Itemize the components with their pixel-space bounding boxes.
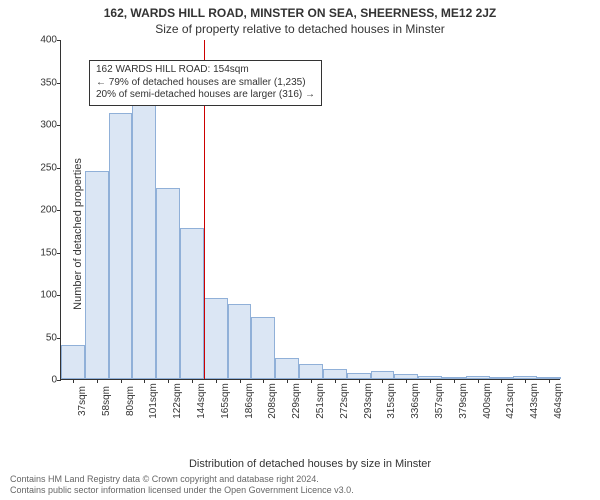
page-title: 162, WARDS HILL ROAD, MINSTER ON SEA, SH… xyxy=(0,0,600,20)
x-tick-mark xyxy=(97,379,98,383)
y-tick-mark xyxy=(57,210,61,211)
y-tick-mark xyxy=(57,380,61,381)
bar xyxy=(132,93,156,379)
x-tick-label: 272sqm xyxy=(335,383,350,419)
annotation-line: 20% of semi-detached houses are larger (… xyxy=(96,89,315,102)
annotation-line: ← 79% of detached houses are smaller (1,… xyxy=(96,77,315,90)
x-tick-label: 80sqm xyxy=(121,386,136,416)
x-tick-mark xyxy=(121,379,122,383)
y-tick-mark xyxy=(57,40,61,41)
x-tick-label: 208sqm xyxy=(263,383,278,419)
x-tick-label: 229sqm xyxy=(287,383,302,419)
x-tick-label: 122sqm xyxy=(168,383,183,419)
x-tick-label: 379sqm xyxy=(454,383,469,419)
x-tick-label: 186sqm xyxy=(240,383,255,419)
bar xyxy=(85,171,109,379)
x-tick-label: 251sqm xyxy=(311,383,326,419)
bar xyxy=(109,113,133,379)
x-tick-label: 37sqm xyxy=(73,386,88,416)
bar xyxy=(275,358,299,379)
bar xyxy=(299,364,323,379)
x-tick-label: 165sqm xyxy=(216,383,231,419)
x-tick-label: 443sqm xyxy=(525,383,540,419)
bar xyxy=(180,228,204,379)
bar xyxy=(251,317,275,379)
footer-line2: Contains public sector information licen… xyxy=(10,485,354,496)
bar xyxy=(323,369,347,379)
x-tick-label: 400sqm xyxy=(478,383,493,419)
footer: Contains HM Land Registry data © Crown c… xyxy=(10,474,354,496)
x-tick-label: 421sqm xyxy=(501,383,516,419)
page: 162, WARDS HILL ROAD, MINSTER ON SEA, SH… xyxy=(0,0,600,500)
annotation-box: 162 WARDS HILL ROAD: 154sqm← 79% of deta… xyxy=(89,60,322,106)
x-tick-label: 58sqm xyxy=(97,386,112,416)
y-tick-mark xyxy=(57,295,61,296)
x-tick-label: 101sqm xyxy=(144,383,159,419)
x-tick-label: 144sqm xyxy=(192,383,207,419)
annotation-line: 162 WARDS HILL ROAD: 154sqm xyxy=(96,64,315,77)
x-axis-label: Distribution of detached houses by size … xyxy=(46,458,574,470)
plot-area: 05010015020025030035040037sqm58sqm80sqm1… xyxy=(60,40,560,380)
x-tick-label: 293sqm xyxy=(359,383,374,419)
x-tick-label: 357sqm xyxy=(430,383,445,419)
bar xyxy=(228,304,252,379)
bar xyxy=(204,298,228,379)
page-subtitle: Size of property relative to detached ho… xyxy=(0,20,600,36)
y-tick-mark xyxy=(57,125,61,126)
x-tick-label: 336sqm xyxy=(406,383,421,419)
x-tick-mark xyxy=(73,379,74,383)
chart-container: Number of detached properties 0501001502… xyxy=(46,40,574,428)
footer-line1: Contains HM Land Registry data © Crown c… xyxy=(10,474,354,485)
y-tick-mark xyxy=(57,253,61,254)
x-tick-label: 315sqm xyxy=(382,383,397,419)
bar xyxy=(156,188,180,379)
bar xyxy=(371,371,395,379)
x-tick-label: 464sqm xyxy=(549,383,564,419)
bar xyxy=(61,345,85,379)
y-tick-mark xyxy=(57,338,61,339)
y-tick-mark xyxy=(57,168,61,169)
y-tick-mark xyxy=(57,83,61,84)
